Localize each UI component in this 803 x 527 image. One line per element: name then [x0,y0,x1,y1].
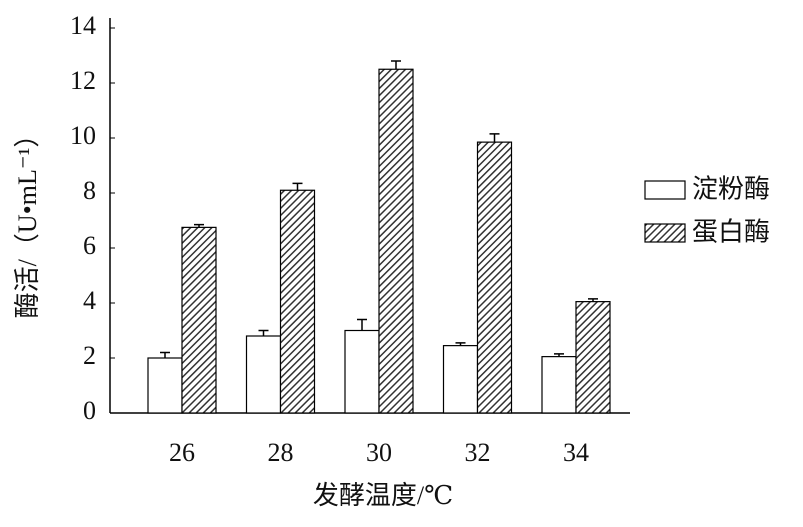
y-tick-label: 2 [83,341,96,370]
bar [541,356,577,414]
y-tick-label: 6 [83,231,96,260]
error-bar [258,329,269,336]
bar [181,226,217,414]
bar [575,301,611,414]
y-tick-label: 8 [83,176,96,205]
y-tick-label: 0 [83,396,96,425]
error-bar [160,351,170,358]
error-bar [194,223,204,228]
error-bar [489,133,500,143]
x-tick-label: 30 [366,438,392,467]
error-bar [554,353,564,357]
legend-swatch [644,223,686,243]
y-tick-label: 4 [83,286,96,315]
bar [147,357,183,414]
error-bar [588,298,598,302]
legend-swatch [644,180,686,200]
x-tick-label: 28 [268,438,294,467]
x-tick-label: 34 [563,438,589,467]
error-bar [391,60,401,70]
error-bar [292,182,303,191]
bar [279,189,316,414]
bar [442,345,479,414]
y-tick-label: 14 [70,11,96,40]
bar [378,68,414,414]
legend-label: 蛋白酶 [692,218,770,248]
y-tick-label: 10 [70,121,96,150]
error-bar [455,342,466,346]
x-axis-title: 发酵温度/℃ [313,481,453,510]
y-tick-label: 12 [70,66,96,95]
y-axis-title: 酶活/（U•mL⁻¹） [13,122,42,319]
legend-label: 淀粉酶 [692,175,770,205]
x-tick-label: 26 [169,438,195,467]
x-tick-label: 32 [465,438,491,467]
bar [245,335,282,414]
bar [344,329,380,414]
error-bar [357,318,367,331]
bar [476,141,513,414]
